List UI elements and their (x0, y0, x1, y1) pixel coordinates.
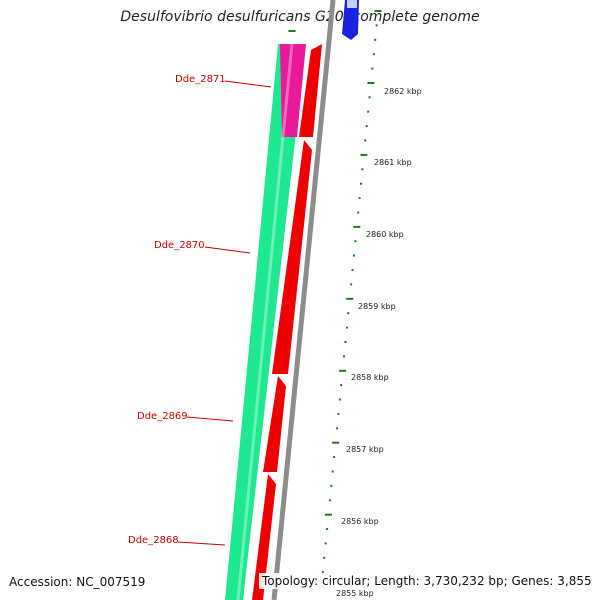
minor-tick (343, 355, 345, 358)
minor-tick (374, 38, 377, 41)
minor-tick (358, 197, 361, 200)
major-tick (325, 513, 332, 516)
tick-label: 2857 kbp (346, 445, 384, 454)
cds-arrow[interactable] (299, 44, 322, 137)
tick-label: 2859 kbp (358, 302, 396, 311)
minor-tick (323, 556, 326, 559)
minor-tick (375, 24, 378, 27)
major-tick (288, 30, 296, 32)
gene-label-dde-2870[interactable]: Dde_2870 (154, 240, 205, 251)
minor-tick (326, 528, 329, 530)
minor-tick (338, 398, 341, 401)
gene-label-dde-2871[interactable]: Dde_2871 (175, 74, 226, 85)
minor-tick (361, 168, 364, 171)
gene-labels: Dde_2871 Dde_2870 Dde_2869 Dde_2868 (128, 74, 272, 546)
minor-tick (368, 96, 371, 99)
minor-tick (354, 240, 357, 243)
genome-backbone (271, 0, 336, 600)
tick-label: 2860 kbp (366, 230, 404, 239)
cds-arrow[interactable] (252, 474, 276, 600)
gene-label-leader (177, 541, 226, 546)
minor-tick (330, 484, 333, 487)
cds-arrow[interactable] (263, 376, 286, 472)
minor-tick (360, 182, 362, 185)
other-strand-gene[interactable] (342, 0, 359, 40)
minor-tick (331, 470, 334, 473)
minor-tick (371, 67, 374, 70)
topology-text: Topology: circular; Length: 3,730,232 bp… (259, 573, 595, 589)
minor-tick (350, 283, 353, 286)
major-tick (332, 441, 340, 444)
major-tick (374, 10, 382, 12)
minor-tick (372, 53, 375, 56)
minor-tick (340, 384, 343, 387)
cds-arrow[interactable] (272, 140, 312, 374)
minor-tick (365, 125, 368, 128)
reverse-cds-track (252, 44, 322, 600)
kbp-tick-labels: 2862 kbp 2861 kbp 2860 kbp 2859 kbp 2858… (336, 87, 422, 598)
minor-tick (336, 427, 338, 430)
minor-tick (333, 456, 336, 459)
major-tick (367, 82, 375, 84)
minor-tick (353, 254, 355, 257)
minor-tick (324, 542, 327, 545)
minor-tick (321, 571, 324, 574)
other-strand-gene-highlight (347, 0, 357, 8)
gene-label-dde-2868[interactable]: Dde_2868 (128, 535, 179, 546)
gene-label-leader (186, 416, 234, 422)
minor-tick (367, 110, 370, 113)
tick-label: 2858 kbp (351, 373, 389, 382)
gene-highlight-dde-2871[interactable] (280, 44, 306, 137)
minor-tick (328, 499, 331, 502)
tick-label: 2855 kbp (336, 589, 374, 598)
gene-label-dde-2869[interactable]: Dde_2869 (137, 411, 188, 422)
map-title: Desulfovibrio desulfuricans G20, complet… (120, 9, 480, 25)
minor-tick (364, 139, 367, 142)
minor-tick (344, 341, 347, 343)
minor-tick (345, 326, 348, 329)
gene-band-forward (225, 44, 306, 600)
major-tick (339, 369, 347, 372)
outer-tick-marks (317, 10, 382, 588)
accession-text: Accession: NC_007519 (9, 575, 146, 589)
minor-tick (351, 269, 354, 271)
minor-tick (337, 412, 340, 415)
gene-band-edge (236, 43, 294, 600)
minor-tick (357, 211, 360, 214)
tick-label: 2862 kbp (384, 87, 422, 96)
major-tick (353, 225, 361, 228)
gene-label-leader (204, 246, 251, 254)
minor-tick (347, 312, 350, 315)
major-tick (346, 297, 354, 300)
gene-label-leader (224, 80, 272, 88)
tick-label: 2856 kbp (341, 517, 379, 526)
tick-label: 2861 kbp (374, 158, 412, 167)
major-tick (360, 153, 368, 156)
